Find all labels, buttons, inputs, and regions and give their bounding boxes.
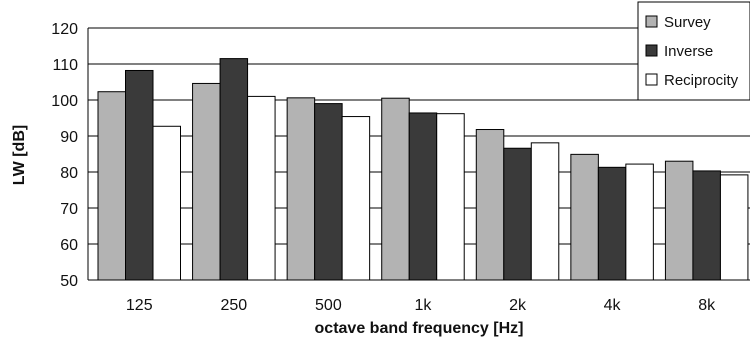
x-tick-label: 2k [509,297,527,314]
legend-swatch [645,44,658,57]
y-tick-label: 110 [52,57,78,74]
bar-survey-1k [381,97,410,281]
bar-survey-250 [192,82,221,281]
legend-label: Survey [664,14,711,31]
bars [97,58,749,281]
bar-inverse-500 [314,103,343,281]
legend-swatch [645,15,658,28]
bar-inverse-250 [219,58,249,281]
legend: Survey Inverse Reciprocity [637,1,750,101]
y-axis-title: LW [dB] [11,125,28,185]
bar-reciprocity-500 [341,116,371,281]
x-axis-title: octave band frequency [Hz] [315,320,524,337]
y-tick-label: 70 [60,201,78,218]
x-tick-label: 8k [698,297,716,314]
bar-survey-4k [570,153,599,281]
y-tick-label: 100 [51,93,78,110]
legend-label: Inverse [664,43,713,60]
x-tick-label: 250 [220,297,247,314]
y-tick-label: 50 [60,273,78,290]
bar-inverse-1k [408,112,438,281]
legend-label: Reciprocity [664,72,739,89]
legend-swatch [645,73,658,86]
bar-reciprocity-1k [436,113,465,281]
bar-survey-125 [97,91,126,281]
y-tick-labels: 50 60 70 80 90 100 110 120 [51,21,78,290]
bar-reciprocity-125 [152,125,181,281]
x-tick-label: 125 [126,297,153,314]
bar-inverse-4k [597,166,627,281]
bar-reciprocity-8k [719,174,749,281]
bar-inverse-8k [692,170,721,281]
y-tick-label: 60 [60,237,78,254]
y-tick-label: 90 [60,129,78,146]
bar-survey-8k [664,160,694,281]
x-tick-labels: 125 250 500 1k 2k 4k 8k [126,297,716,314]
bar-reciprocity-2k [530,142,560,281]
bar-inverse-2k [503,147,532,281]
x-tick-label: 500 [315,297,342,314]
x-tick-label: 4k [604,297,622,314]
y-tick-label: 120 [51,21,78,38]
y-tick-label: 80 [60,165,78,182]
x-tick-label: 1k [415,297,433,314]
bar-inverse-125 [125,69,154,281]
bar-survey-500 [286,97,316,281]
bar-reciprocity-250 [247,95,276,281]
bar-reciprocity-4k [625,163,654,281]
bar-survey-2k [475,129,505,281]
